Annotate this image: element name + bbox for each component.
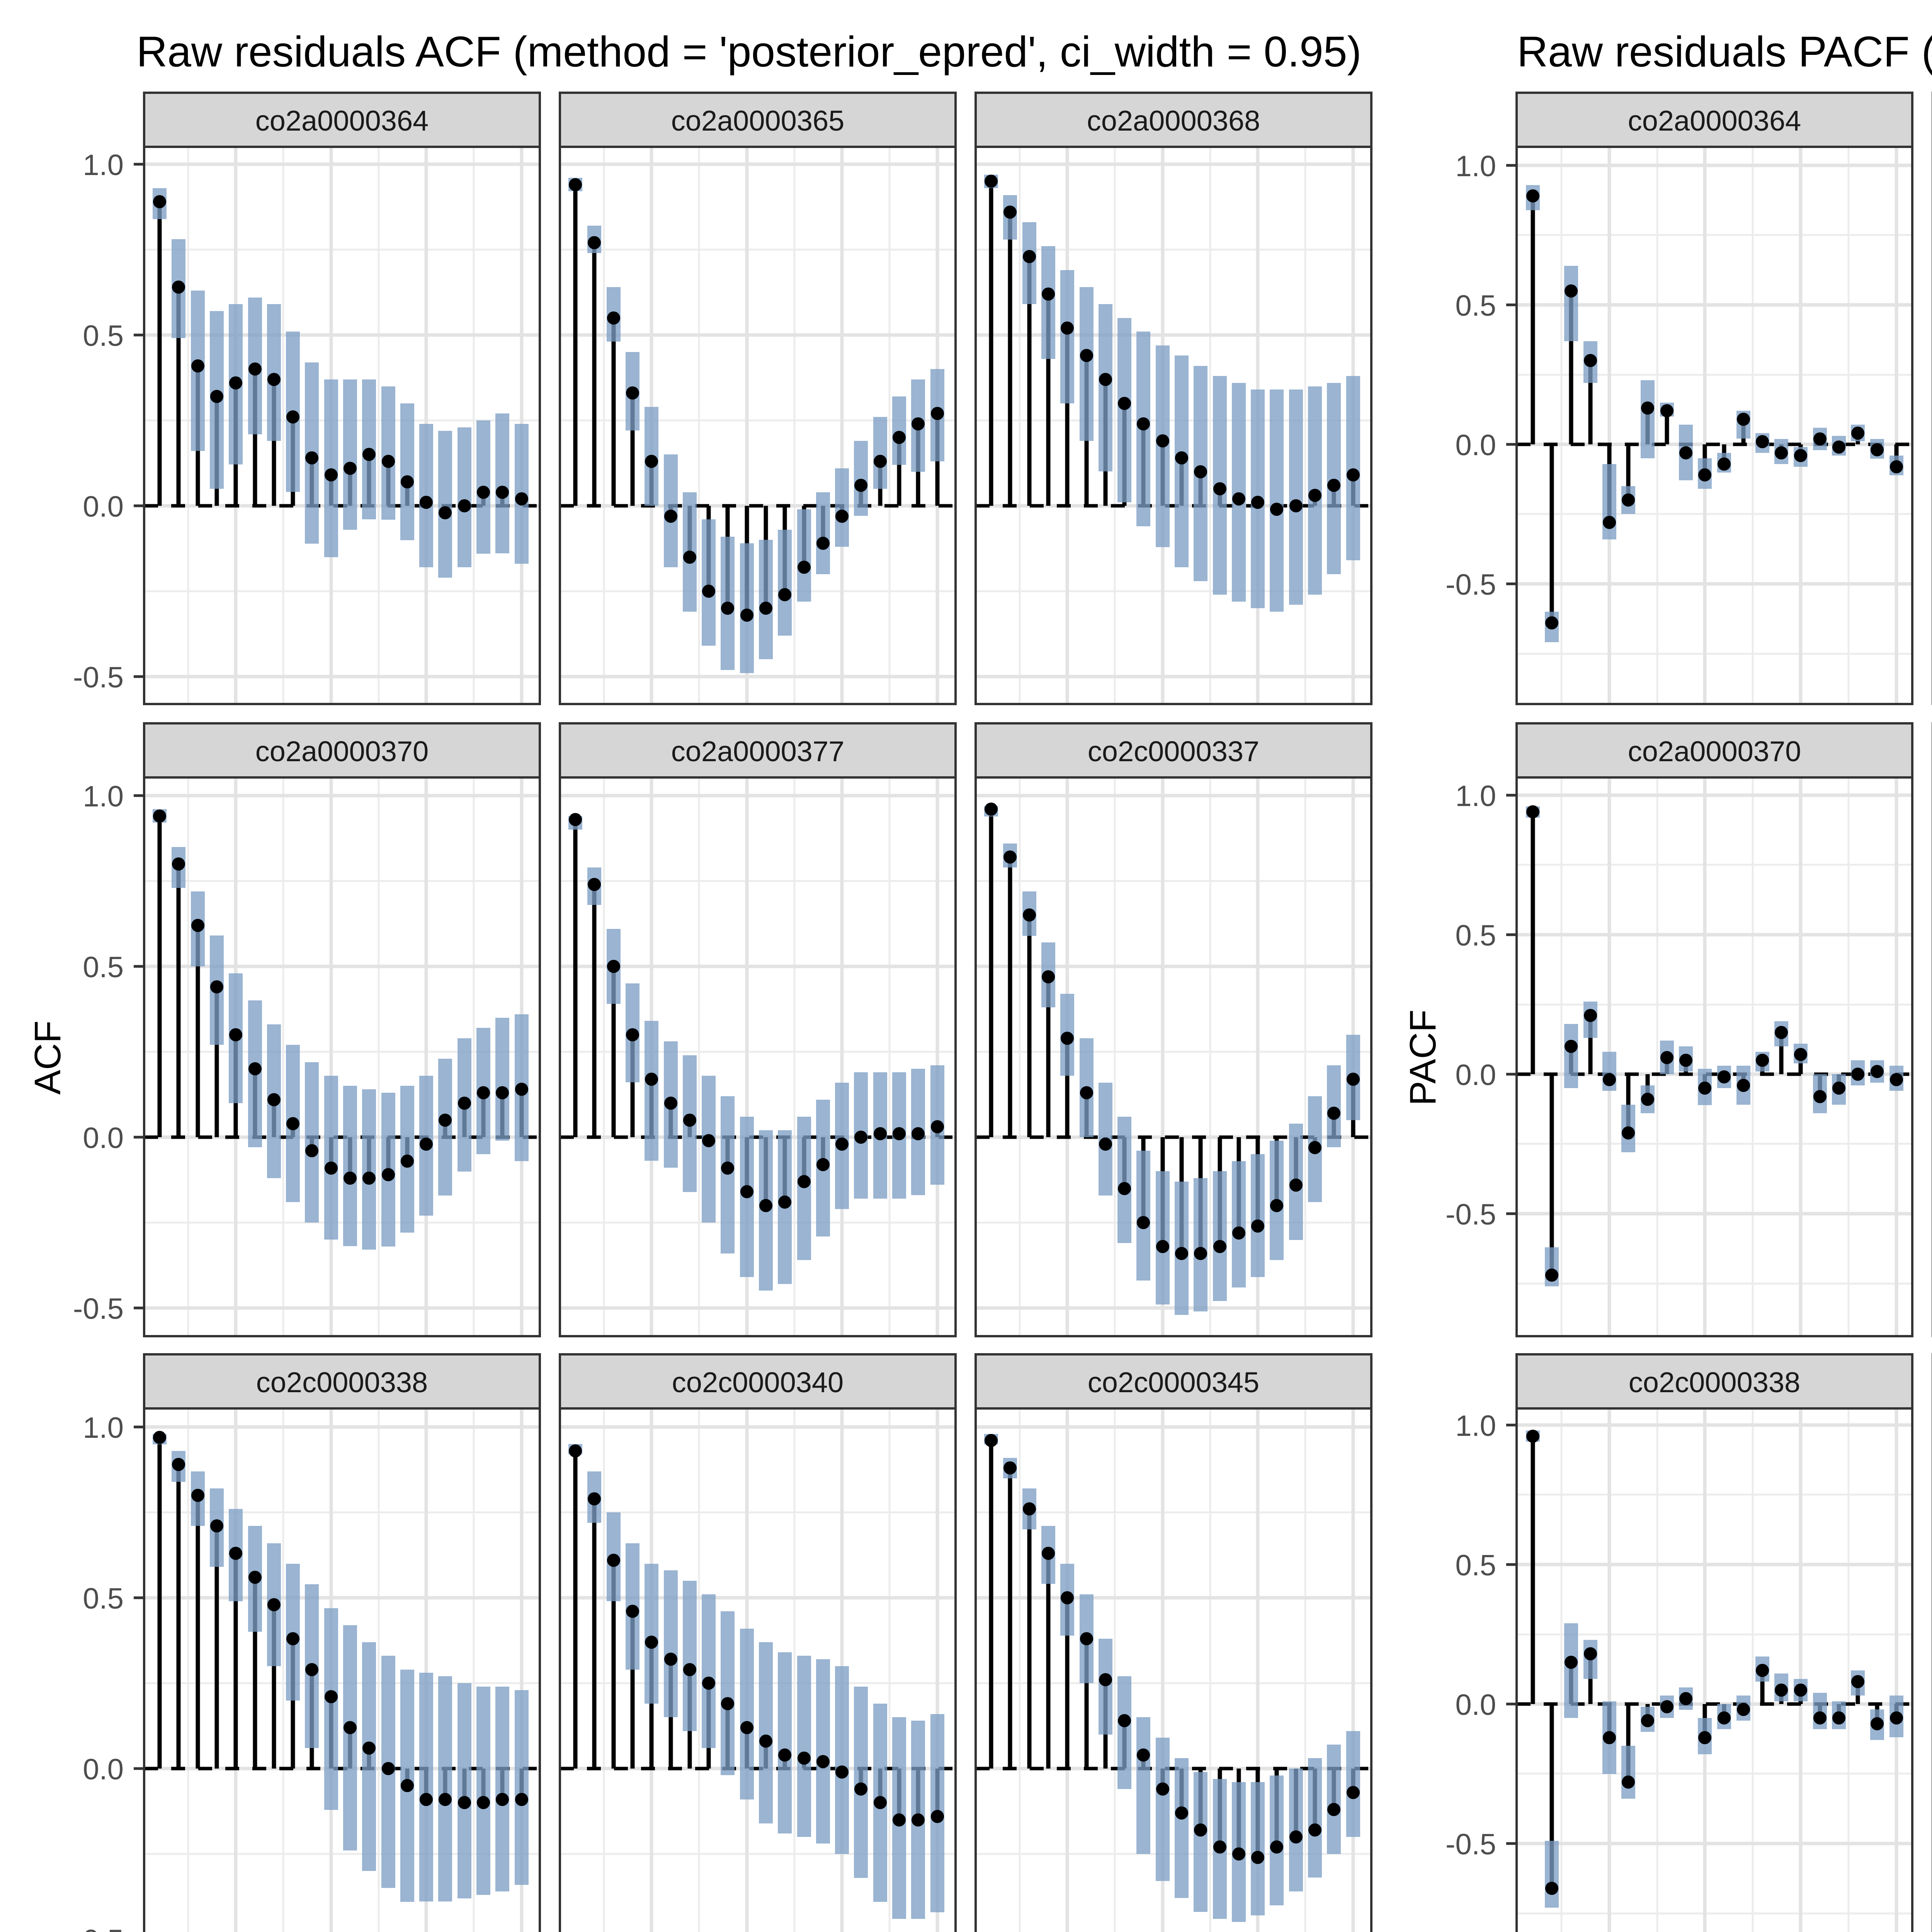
svg-text:co2c0000345: co2c0000345 (1088, 1366, 1259, 1398)
svg-text:co2a0000370: co2a0000370 (1628, 735, 1801, 767)
svg-text:co2a0000364: co2a0000364 (1628, 105, 1801, 137)
svg-text:-0.5: -0.5 (1446, 1828, 1496, 1861)
svg-text:co2a0000365: co2a0000365 (671, 105, 845, 137)
svg-text:0.5: 0.5 (83, 320, 124, 352)
svg-text:co2c0000338: co2c0000338 (1629, 1366, 1800, 1398)
svg-text:co2a0000368: co2a0000368 (1087, 105, 1260, 137)
svg-text:1.0: 1.0 (83, 1412, 124, 1444)
svg-text:1.0: 1.0 (83, 780, 124, 813)
svg-text:-0.5: -0.5 (73, 661, 124, 694)
svg-text:co2a0000377: co2a0000377 (671, 735, 845, 767)
svg-text:1.0: 1.0 (1455, 1410, 1496, 1442)
svg-text:-0.5: -0.5 (73, 1293, 124, 1325)
svg-text:0.5: 0.5 (1455, 289, 1496, 322)
svg-text:-0.5: -0.5 (1446, 1198, 1496, 1231)
svg-text:ACF: ACF (27, 1020, 68, 1095)
svg-text:0.0: 0.0 (1455, 429, 1496, 462)
svg-text:Raw residuals PACF (method = ': Raw residuals PACF (method = 'posterior_… (1517, 28, 1932, 76)
svg-text:-0.5: -0.5 (1446, 568, 1496, 601)
svg-text:co2a0000370: co2a0000370 (255, 735, 429, 767)
svg-text:co2c0000340: co2c0000340 (672, 1366, 844, 1398)
svg-text:0.0: 0.0 (83, 490, 124, 523)
svg-text:0.0: 0.0 (83, 1753, 124, 1786)
svg-text:1.0: 1.0 (83, 149, 124, 182)
svg-text:0.5: 0.5 (83, 1582, 124, 1615)
svg-text:0.0: 0.0 (1455, 1059, 1496, 1092)
svg-text:1.0: 1.0 (1455, 780, 1496, 813)
svg-text:0.0: 0.0 (83, 1122, 124, 1155)
svg-text:0.5: 0.5 (83, 951, 124, 984)
svg-text:0.0: 0.0 (1455, 1689, 1496, 1721)
svg-text:-0.5: -0.5 (73, 1924, 124, 1932)
svg-text:PACF: PACF (1402, 1010, 1444, 1106)
svg-text:1.0: 1.0 (1455, 150, 1496, 183)
svg-text:Raw residuals ACF (method = 'p: Raw residuals ACF (method = 'posterior_e… (136, 28, 1361, 76)
svg-text:0.5: 0.5 (1455, 919, 1496, 952)
svg-text:co2c0000337: co2c0000337 (1088, 735, 1259, 767)
svg-text:co2a0000364: co2a0000364 (255, 105, 429, 137)
svg-text:co2c0000338: co2c0000338 (256, 1366, 428, 1398)
svg-text:0.5: 0.5 (1455, 1549, 1496, 1582)
